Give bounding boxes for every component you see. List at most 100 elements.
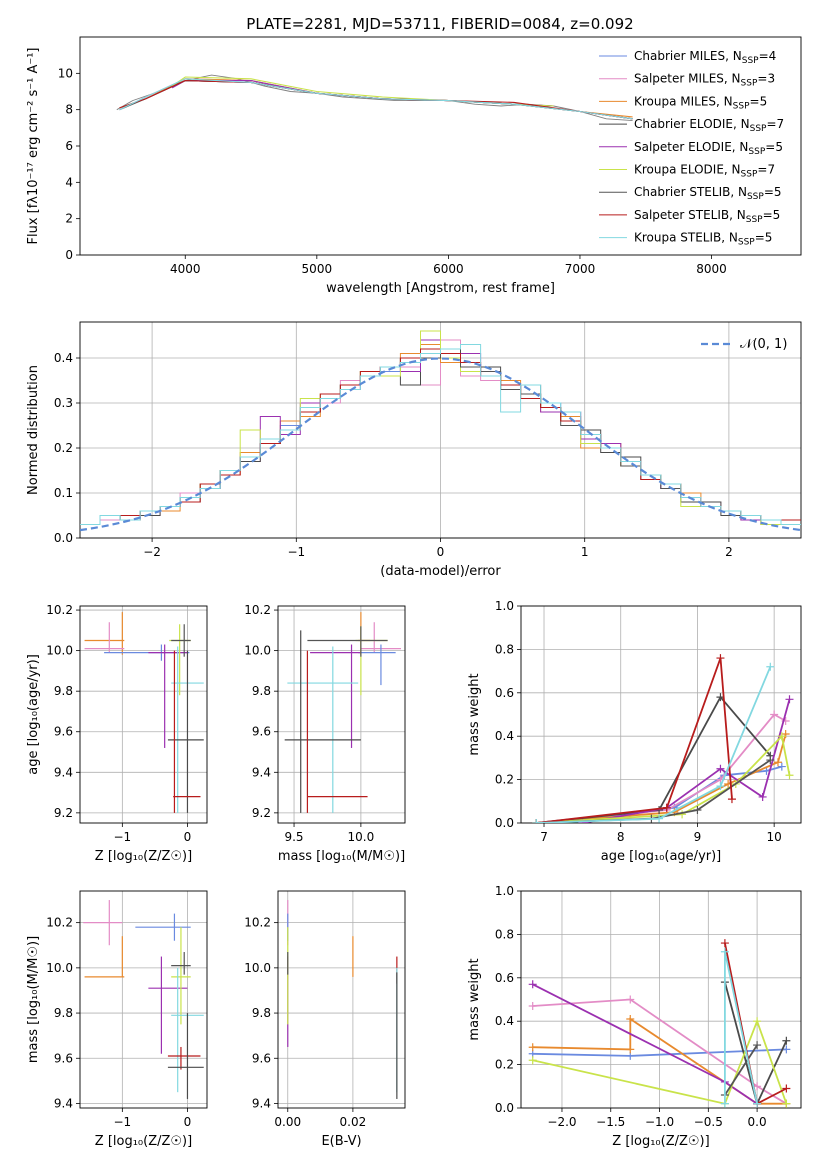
y-tick-label: 0.0: [495, 1101, 514, 1115]
x-axis-label: wavelength [Angstrom, rest frame]: [326, 281, 555, 296]
x-tick-label: 0.0: [748, 1115, 767, 1129]
weight-marker: [782, 1099, 791, 1108]
x-tick-label: 2: [725, 545, 733, 559]
weight-line: [536, 666, 772, 823]
plot-area: [84, 612, 204, 813]
legend-entry: Salpeter STELIB, NSSP=5: [634, 208, 780, 225]
y-tick-label: 0.8: [495, 642, 514, 656]
weight-marker: [532, 819, 541, 823]
mass-vs-extinction-panel: 0.00 0.02 9.4 9.6 9.8 10.0 10.2 E(B-V): [244, 890, 406, 1149]
y-tick-label: 9.4: [54, 1096, 73, 1110]
x-tick-label: −1: [287, 545, 305, 559]
weight-marker: [782, 1084, 791, 1093]
y-tick-label: 0.2: [54, 441, 73, 455]
axes-frame: [79, 890, 208, 1109]
y-tick-label: 0.0: [54, 531, 73, 545]
y-axis-label: age [log₁₀(age/yr)]: [26, 654, 41, 775]
legend-entry: Kroupa ELODIE, NSSP=7: [634, 163, 775, 180]
y-tick-label: 10: [58, 66, 73, 80]
y-axis-label: Normed distribution: [26, 365, 41, 495]
weight-marker: [678, 810, 687, 819]
y-tick-label: 10.0: [244, 644, 271, 658]
spectrum-panel: 4000 5000 6000 7000 8000 0 2 4 6 8 10 wavelength [A…: [26, 36, 802, 296]
y-tick-label: 9.8: [252, 684, 271, 698]
weight-marker: [720, 1099, 729, 1108]
x-tick-label: 6000: [433, 262, 464, 276]
y-tick-label: 9.2: [54, 806, 73, 820]
weight-marker: [782, 1045, 791, 1054]
axes-frame: [79, 36, 802, 256]
legend-entry: Chabrier STELIB, NSSP=5: [634, 185, 782, 202]
normal-curve: [80, 357, 801, 532]
x-tick-label: −1.5: [596, 1115, 625, 1129]
y-tick-label: 10.2: [46, 603, 73, 617]
legend-entry: Chabrier ELODIE, NSSP=7: [634, 117, 784, 134]
weight-line: [532, 1018, 788, 1105]
y-tick-label: 0.2: [495, 773, 514, 787]
y-tick-label: 0.4: [495, 729, 514, 743]
plot-area: [83, 900, 204, 1099]
weight-marker: [785, 695, 794, 704]
weight-marker: [662, 803, 671, 812]
weight-marker: [528, 1002, 537, 1011]
weight-marker: [753, 1041, 762, 1050]
x-tick-label: 4000: [170, 262, 201, 276]
y-tick-label: 4: [65, 175, 73, 189]
y-tick-label: 0.3: [54, 396, 73, 410]
y-tick-label: 9.8: [54, 1006, 73, 1020]
y-tick-label: 0.1: [54, 486, 73, 500]
model-spectrum-line: [119, 80, 633, 120]
model-spectrum-line: [119, 80, 633, 120]
y-tick-label: 10.0: [46, 961, 73, 975]
legend-entry: Salpeter ELODIE, NSSP=5: [634, 140, 783, 157]
y-tick-label: 0.6: [495, 686, 514, 700]
legend-entry: Salpeter MILES, NSSP=3: [634, 72, 775, 89]
weight-marker: [528, 1043, 537, 1052]
x-tick-label: −2: [143, 545, 161, 559]
weight-line: [536, 695, 771, 823]
y-tick-label: 0: [65, 248, 73, 262]
x-tick-label: 10: [767, 830, 782, 844]
x-axis-label: mass [log₁₀(M/M☉)]: [278, 849, 405, 864]
x-tick-label: −1.0: [645, 1115, 674, 1129]
plot-area: [532, 654, 794, 823]
y-tick-label: 2: [65, 212, 73, 226]
y-tick-label: 9.8: [54, 684, 73, 698]
y-axis-label: mass weight: [467, 958, 482, 1040]
plot-area: [284, 612, 401, 813]
y-tick-label: 10.2: [244, 916, 271, 930]
weight-marker: [753, 1099, 762, 1108]
weight-marker: [720, 947, 729, 956]
weight-marker: [626, 1015, 635, 1024]
weight-marker: [758, 792, 767, 801]
x-tick-label: 0: [184, 830, 192, 844]
y-tick-label: 10.2: [46, 916, 73, 930]
weight-marker: [727, 795, 736, 804]
x-tick-label: 0: [184, 1115, 192, 1129]
legend-entry: 𝒩(0, 1): [740, 337, 787, 352]
x-tick-label: 7000: [565, 262, 596, 276]
x-tick-label: −2.0: [547, 1115, 576, 1129]
x-tick-label: 9: [694, 830, 702, 844]
weight-marker: [716, 782, 725, 791]
x-tick-label: 1: [581, 545, 589, 559]
x-tick-label: 0.02: [340, 1115, 367, 1129]
y-tick-label: 10.0: [244, 961, 271, 975]
x-tick-label: 9.5: [284, 830, 303, 844]
weight-marker: [753, 1017, 762, 1026]
axes-frame: [277, 890, 406, 1109]
axes-frame: [520, 890, 802, 1109]
x-axis-label: E(B-V): [321, 1134, 361, 1149]
y-tick-label: 9.4: [252, 1096, 271, 1110]
y-tick-label: 10.0: [46, 644, 73, 658]
y-tick-label: 9.6: [252, 1051, 271, 1065]
weight-marker: [716, 764, 725, 773]
weight-line: [532, 998, 787, 1105]
y-tick-label: 9.6: [54, 725, 73, 739]
x-tick-label: 8: [617, 830, 625, 844]
legend-entry: Kroupa MILES, NSSP=5: [634, 94, 767, 111]
x-axis-label: Z [log₁₀(Z/Z☉)]: [95, 849, 192, 864]
weight-marker: [781, 730, 790, 739]
y-tick-label: 8: [65, 103, 73, 117]
axes-frame: [277, 605, 406, 824]
